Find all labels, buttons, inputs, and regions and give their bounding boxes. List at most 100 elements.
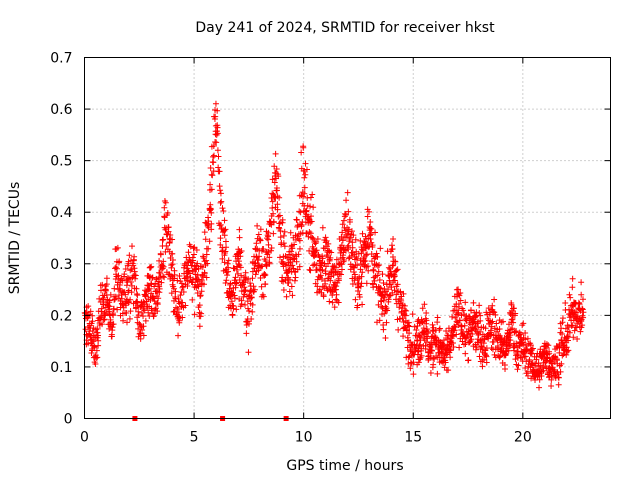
data-point [249, 308, 256, 315]
data-point [246, 308, 253, 315]
data-point [406, 330, 413, 337]
data-point [338, 266, 345, 273]
data-point [175, 309, 182, 316]
data-point [152, 280, 159, 287]
data-point [148, 290, 155, 297]
data-point [458, 323, 465, 330]
data-point [152, 305, 159, 312]
data-point [272, 150, 279, 157]
data-point [365, 267, 372, 274]
data-point [362, 252, 369, 259]
data-point [424, 328, 431, 335]
data-point [172, 304, 179, 311]
data-point [308, 218, 315, 225]
data-point [482, 325, 489, 332]
data-point [374, 262, 381, 269]
data-point [511, 328, 518, 335]
data-point [575, 299, 582, 306]
data-point [87, 308, 94, 315]
data-point [164, 209, 171, 216]
data-point [88, 337, 95, 344]
data-point [449, 340, 456, 347]
data-point [348, 228, 355, 235]
data-point [476, 353, 483, 360]
data-point [217, 235, 224, 242]
data-point [157, 269, 164, 276]
data-point [216, 222, 223, 229]
data-point [345, 242, 352, 249]
data-point [136, 320, 143, 327]
data-point [120, 317, 127, 324]
data-point [523, 346, 530, 353]
data-point [289, 292, 296, 299]
y-tick-label: 0.1 [50, 360, 72, 376]
data-point [222, 248, 229, 255]
data-point [538, 373, 545, 380]
data-point [192, 266, 199, 273]
data-point [200, 281, 207, 288]
data-point [579, 306, 586, 313]
data-point [137, 335, 144, 342]
data-point [162, 199, 169, 206]
data-point [194, 282, 201, 289]
data-point [428, 347, 435, 354]
data-point [168, 290, 175, 297]
data-point [362, 258, 369, 265]
data-point [490, 338, 497, 345]
data-point [556, 349, 563, 356]
data-point [238, 272, 245, 279]
data-point [414, 337, 421, 344]
data-point [417, 319, 424, 326]
data-point [456, 292, 463, 299]
data-point [307, 194, 314, 201]
data-point [463, 334, 470, 341]
data-point [310, 204, 317, 211]
data-point [555, 381, 562, 388]
data-point [540, 367, 547, 374]
data-point [160, 273, 167, 280]
data-point [340, 217, 347, 224]
data-point [216, 183, 223, 190]
data-point [578, 291, 585, 298]
data-point [159, 265, 166, 272]
data-point [248, 294, 255, 301]
data-point [462, 350, 469, 357]
data-point [265, 229, 272, 236]
data-point [293, 258, 300, 265]
data-point [447, 354, 454, 361]
data-point [395, 326, 402, 333]
data-point [274, 171, 281, 178]
data-point [112, 264, 119, 271]
data-point [496, 354, 503, 361]
data-point [457, 290, 464, 297]
data-point [434, 370, 441, 377]
data-point [241, 284, 248, 291]
data-point [509, 325, 516, 332]
data-point [93, 347, 100, 354]
data-point [157, 251, 164, 258]
data-point [216, 168, 223, 175]
data-point [570, 334, 577, 341]
data-point [116, 258, 123, 265]
data-point [139, 326, 146, 333]
data-point [580, 309, 587, 316]
data-point [250, 283, 257, 290]
data-point [154, 299, 161, 306]
data-point [559, 315, 566, 322]
data-point [91, 343, 98, 350]
data-point [205, 245, 212, 252]
data-point [179, 299, 186, 306]
data-point [296, 237, 303, 244]
x-axis-label: GPS time / hours [286, 458, 403, 474]
data-point [520, 341, 527, 348]
data-point [390, 273, 397, 280]
data-point [377, 285, 384, 292]
data-point [145, 309, 152, 316]
data-point [130, 257, 137, 264]
data-point [522, 365, 529, 372]
data-point [109, 324, 116, 331]
data-point [543, 350, 550, 357]
data-point [567, 294, 574, 301]
data-point [289, 245, 296, 252]
data-point [449, 313, 456, 320]
